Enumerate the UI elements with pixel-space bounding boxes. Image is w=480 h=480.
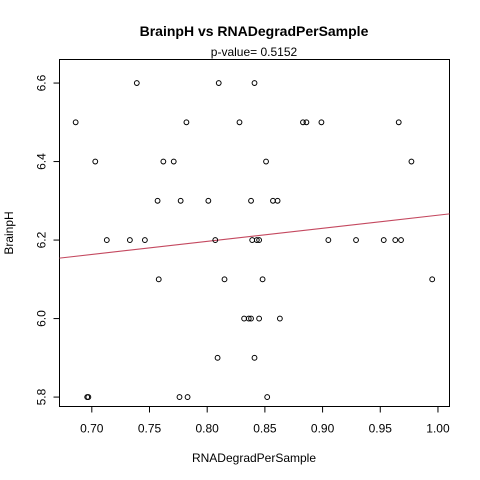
y-tick-label: 6.2 bbox=[35, 231, 49, 248]
plot-frame bbox=[59, 59, 450, 407]
data-point bbox=[160, 158, 167, 165]
data-point bbox=[392, 237, 399, 243]
data-point bbox=[241, 315, 248, 322]
data-point bbox=[103, 237, 110, 243]
data-point bbox=[398, 237, 404, 243]
data-point bbox=[248, 315, 254, 322]
data-point bbox=[263, 158, 269, 165]
data-point bbox=[325, 237, 332, 243]
data-point bbox=[85, 394, 92, 400]
data-point bbox=[92, 158, 99, 165]
data-point bbox=[259, 276, 266, 283]
data-point bbox=[264, 394, 271, 400]
data-point bbox=[141, 237, 148, 243]
data-point bbox=[154, 197, 161, 204]
chart-title: BrainpH vs RNADegradPerSample bbox=[140, 23, 369, 39]
data-point bbox=[318, 119, 325, 126]
data-point bbox=[176, 394, 183, 400]
data-point bbox=[303, 119, 310, 126]
data-point bbox=[300, 119, 306, 126]
x-axis-label: RNADegradPerSample bbox=[192, 451, 316, 465]
data-point bbox=[408, 158, 415, 165]
data-point bbox=[251, 80, 258, 86]
y-tick-label: 6.0 bbox=[35, 310, 49, 327]
data-point bbox=[236, 119, 243, 126]
data-point bbox=[253, 237, 260, 243]
data-point bbox=[177, 197, 184, 204]
x-tick-label: 0.70 bbox=[80, 422, 104, 436]
data-point bbox=[256, 315, 263, 322]
chart-subtitle: p-value= 0.5152 bbox=[211, 45, 298, 59]
y-axis: 5.8 6.0 6.2 6.4 6.6 bbox=[35, 74, 60, 405]
x-axis: 0.70 0.75 0.80 0.85 0.90 0.95 1.00 bbox=[80, 406, 450, 436]
data-point bbox=[380, 237, 387, 243]
data-point bbox=[395, 119, 402, 126]
data-point bbox=[212, 237, 219, 243]
x-tick-label: 0.80 bbox=[196, 422, 220, 436]
x-tick-label: 0.85 bbox=[253, 422, 277, 436]
x-tick-label: 0.90 bbox=[311, 422, 335, 436]
data-point bbox=[274, 197, 281, 204]
regression-line bbox=[59, 213, 450, 259]
data-point bbox=[205, 197, 212, 204]
data-point bbox=[249, 237, 256, 243]
data-point bbox=[183, 119, 190, 126]
data-point bbox=[353, 237, 359, 243]
y-axis-label: BrainpH bbox=[2, 211, 16, 254]
data-point bbox=[256, 237, 263, 243]
data-point bbox=[215, 80, 222, 86]
x-tick-label: 0.95 bbox=[369, 422, 393, 436]
y-tick-label: 6.6 bbox=[35, 74, 49, 91]
data-point bbox=[245, 315, 252, 322]
data-point bbox=[214, 354, 221, 361]
data-point bbox=[126, 237, 133, 243]
data-point bbox=[133, 80, 140, 86]
data-point bbox=[270, 197, 276, 204]
x-tick-label: 0.75 bbox=[138, 422, 162, 436]
data-points bbox=[72, 80, 436, 400]
data-point bbox=[155, 276, 162, 283]
data-point bbox=[251, 354, 258, 361]
data-point bbox=[184, 394, 191, 400]
data-point bbox=[72, 119, 79, 126]
x-tick-label: 1.00 bbox=[426, 422, 450, 436]
data-point bbox=[429, 276, 436, 283]
y-tick-label: 6.4 bbox=[35, 153, 49, 170]
data-point bbox=[276, 315, 283, 322]
data-point bbox=[170, 158, 177, 165]
y-tick-label: 5.8 bbox=[35, 388, 49, 405]
data-point bbox=[221, 276, 228, 283]
data-point bbox=[248, 197, 254, 204]
